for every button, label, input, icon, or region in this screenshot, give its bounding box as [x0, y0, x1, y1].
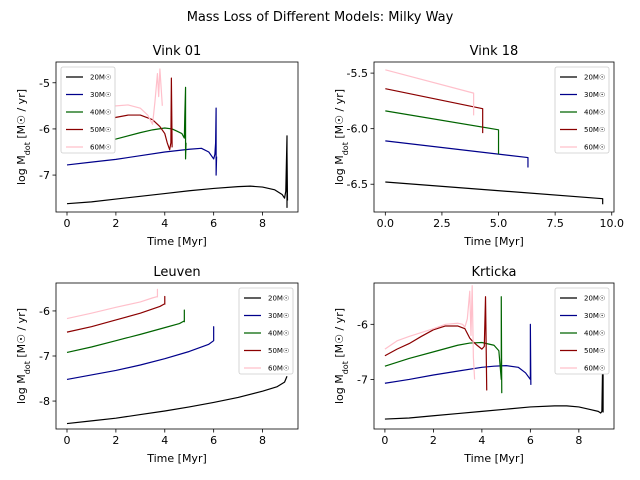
- xtick-label-2-1: 2: [112, 434, 119, 447]
- legend-label-1-4: 60M☉: [584, 144, 605, 152]
- legend-label-1-1: 30M☉: [584, 91, 605, 99]
- panel-title-2: Leuven: [153, 265, 200, 280]
- xtick-label-3-2: 4: [478, 434, 485, 447]
- panel-1: 0.0 2.5 5.0 7.5 10.0 -6.5 -6.0 -5.5 Vink 18 Time …: [333, 44, 624, 248]
- legend-label-3-3: 50M☉: [584, 347, 605, 355]
- series-line-1-2: [385, 110, 500, 155]
- xtick-label-3-1: 2: [430, 434, 437, 447]
- legend-box-1: [554, 66, 610, 154]
- series-line-0-3: [66, 77, 173, 151]
- series-line-1-4: [385, 69, 475, 116]
- series-line-1-1: [385, 140, 529, 168]
- legend-label-2-3: 50M☉: [268, 347, 289, 355]
- xtick-label-0-4: 8: [259, 217, 266, 230]
- legend-label-0-4: 60M☉: [90, 144, 111, 152]
- legend-2: 20M☉ 30M☉ 40M☉ 50M☉ 60M☉: [238, 287, 294, 375]
- legend-label-0-3: 50M☉: [90, 126, 111, 134]
- xtick-label-3-0: 0: [381, 434, 388, 447]
- ytick-label-3-1: -6: [357, 318, 368, 331]
- panel-0: 0 2 4 6 8 -7 -6 -5 Vink 01 Time [Myr] log Mdot [M☉…: [15, 44, 299, 248]
- panel-title-0: Vink 01: [153, 44, 202, 59]
- xtick-label-1-0: 0.0: [377, 217, 395, 230]
- axes-frame-3: [373, 282, 615, 430]
- legend-label-2-1: 30M☉: [268, 312, 289, 320]
- xtick-label-2-4: 8: [259, 434, 266, 447]
- ytick-label-0-1: -6: [39, 123, 50, 136]
- panel-3: 0 2 4 6 8 -7 -6 Krticka Time [Myr] log Mdot [M☉ /…: [333, 265, 615, 465]
- ytick-label-3-0: -7: [357, 373, 368, 386]
- xtick-label-1-2: 5.0: [490, 217, 508, 230]
- legend-label-2-0: 20M☉: [268, 295, 289, 303]
- legend-label-1-0: 20M☉: [584, 74, 605, 82]
- xtick-label-2-2: 4: [161, 434, 168, 447]
- legend-label-3-0: 20M☉: [584, 295, 605, 303]
- series-line-2-0: [66, 376, 288, 425]
- series-line-0-0: [66, 135, 289, 208]
- xtick-label-0-0: 0: [64, 217, 71, 230]
- legend-label-0-1: 30M☉: [90, 91, 111, 99]
- series-line-3-4: [384, 285, 476, 380]
- xtick-label-3-4: 8: [575, 434, 582, 447]
- xtick-label-2-3: 6: [210, 434, 217, 447]
- legend-label-0-2: 40M☉: [90, 109, 111, 117]
- legend-box-2: [238, 287, 294, 375]
- legend-label-2-2: 40M☉: [268, 330, 289, 338]
- legend-label-1-3: 50M☉: [584, 126, 605, 134]
- legend-label-1-2: 40M☉: [584, 109, 605, 117]
- xtick-label-0-2: 4: [161, 217, 168, 230]
- xtick-label-0-3: 6: [210, 217, 217, 230]
- series-line-3-2: [384, 296, 503, 394]
- ylabel-0: log Mdot [M☉ / yr]: [15, 89, 32, 185]
- figure-title: Mass Loss of Different Models: Milky Way: [187, 10, 454, 25]
- series-line-3-1: [384, 323, 532, 385]
- legend-box-0: [60, 66, 116, 154]
- series-line-3-0: [384, 334, 604, 420]
- legend-box-3: [554, 287, 610, 375]
- ytick-label-0-2: -5: [39, 77, 50, 90]
- axes-frame-0: [55, 61, 299, 213]
- panel-title-1: Vink 18: [470, 44, 519, 59]
- xtick-label-1-1: 2.5: [433, 217, 451, 230]
- xtick-label-1-3: 7.5: [546, 217, 564, 230]
- ytick-label-1-0: -6.5: [347, 178, 368, 191]
- ytick-label-2-1: -7: [39, 350, 50, 363]
- xtick-label-2-0: 0: [64, 434, 71, 447]
- ytick-label-1-2: -5.5: [347, 67, 368, 80]
- ytick-label-1-1: -6.0: [347, 123, 368, 136]
- legend-label-0-0: 20M☉: [90, 74, 111, 82]
- xlabel-0: Time [Myr]: [146, 235, 207, 248]
- legend-3: 20M☉ 30M☉ 40M☉ 50M☉ 60M☉: [554, 287, 610, 375]
- series-line-2-3: [66, 295, 166, 333]
- legend-0: 20M☉ 30M☉ 40M☉ 50M☉ 60M☉: [60, 66, 116, 154]
- legend-label-3-2: 40M☉: [584, 330, 605, 338]
- ylabel-2: log Mdot [M☉ / yr]: [15, 308, 32, 404]
- series-line-2-1: [66, 326, 215, 381]
- xlabel-3: Time [Myr]: [463, 452, 524, 465]
- series-line-2-4: [66, 288, 159, 320]
- ytick-label-0-0: -7: [39, 169, 50, 182]
- legend-label-2-4: 60M☉: [268, 365, 289, 373]
- xtick-label-3-3: 6: [527, 434, 534, 447]
- series-line-0-2: [66, 86, 187, 160]
- xtick-label-0-1: 2: [112, 217, 119, 230]
- series-line-1-3: [385, 88, 484, 134]
- series-line-1-0: [385, 181, 604, 205]
- series-line-2-2: [66, 309, 185, 353]
- xlabel-1: Time [Myr]: [463, 235, 524, 248]
- xtick-label-1-4: 10.0: [599, 217, 624, 230]
- xlabel-2: Time [Myr]: [146, 452, 207, 465]
- panel-title-3: Krticka: [472, 265, 517, 280]
- series-line-0-1: [66, 107, 218, 176]
- axes-frame-1: [373, 61, 615, 213]
- legend-1: 20M☉ 30M☉ 40M☉ 50M☉ 60M☉: [554, 66, 610, 154]
- series-line-3-3: [384, 296, 488, 391]
- ytick-label-2-2: -6: [39, 305, 50, 318]
- panel-2: 0 2 4 6 8 -8 -7 -6 Leuven Time [Myr] log Mdot [M☉ …: [15, 265, 299, 465]
- legend-label-3-1: 30M☉: [584, 312, 605, 320]
- ylabel-1: log Mdot [M☉ / yr]: [333, 89, 350, 185]
- legend-label-3-4: 60M☉: [584, 365, 605, 373]
- ylabel-3: log Mdot [M☉ / yr]: [333, 308, 350, 404]
- ytick-label-2-0: -8: [39, 395, 50, 408]
